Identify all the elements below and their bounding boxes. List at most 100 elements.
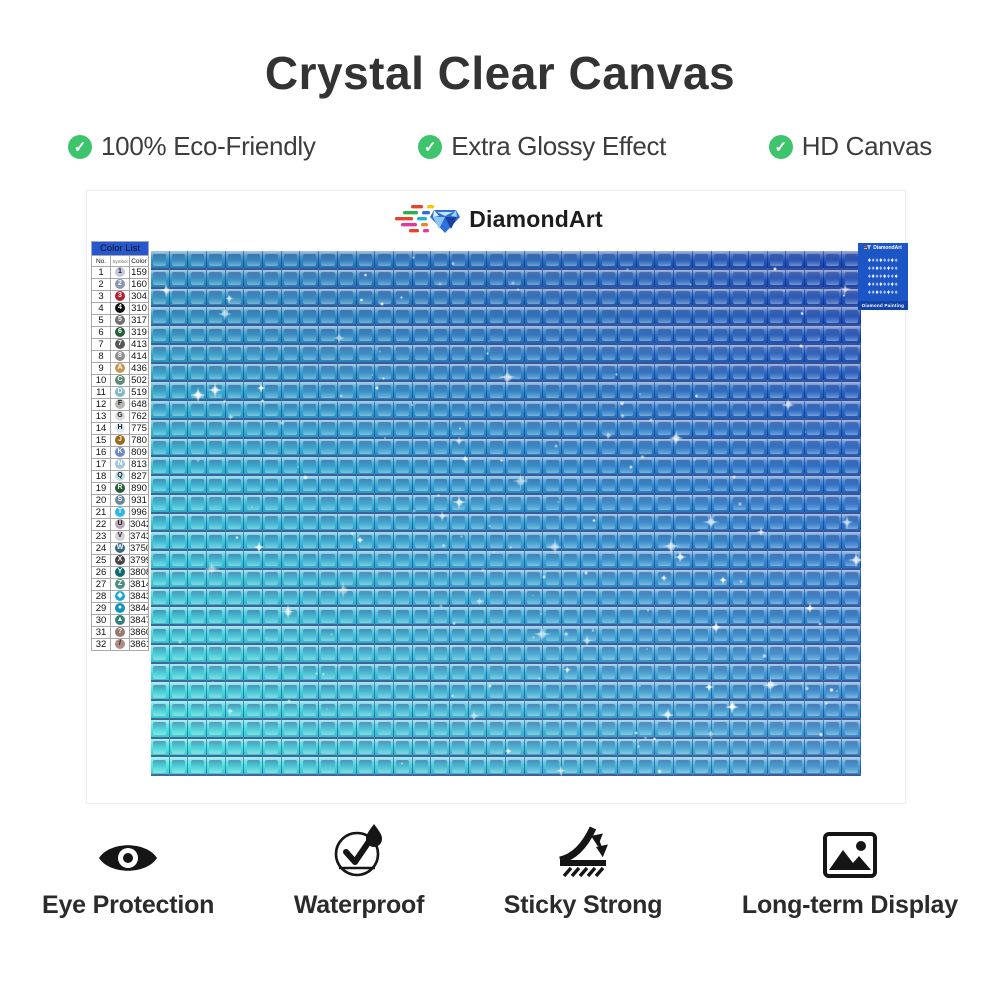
diamond-tile [692, 569, 712, 589]
diamond-tile [412, 344, 432, 364]
diamond-tile [207, 419, 226, 439]
row-dmc-code: 304 [129, 290, 149, 303]
diamond-tile [711, 401, 731, 420]
diamond-tile [543, 344, 563, 364]
diamond-tile [431, 626, 450, 645]
diamond-tile [393, 344, 413, 364]
diamond-tile [767, 457, 787, 476]
diamond-tile [188, 251, 208, 270]
diamond-tile [505, 569, 525, 589]
sparkle [781, 398, 795, 412]
diamond-tile [207, 344, 226, 364]
sparkle [508, 546, 512, 550]
diamond-tile [599, 663, 619, 683]
color-list-row: 27Z3814 [91, 578, 149, 591]
diamond-tile [636, 457, 656, 476]
row-no: 14 [91, 422, 111, 435]
diamond-tile [842, 344, 861, 364]
sparkle [553, 443, 558, 449]
color-list-row: 2 2 160 [91, 278, 149, 291]
diamond-tile [375, 663, 394, 683]
diamond-tile [562, 607, 581, 626]
row-dmc-code: 436 [129, 362, 149, 375]
diamond-tile [188, 551, 208, 570]
diamond-tile [151, 757, 170, 776]
diamond-tile [748, 494, 768, 514]
diamond-tile [263, 382, 282, 401]
diamond-tile [842, 438, 861, 458]
diamond-tile [225, 382, 245, 401]
diamond-tile [356, 344, 376, 364]
diamond-tile [319, 663, 338, 683]
diamond-tile [599, 438, 619, 458]
diamond-tile [431, 551, 450, 570]
row-symbol: K [110, 446, 130, 459]
diamond-tile [412, 494, 432, 514]
sparkle [452, 621, 456, 626]
diamond-tile [618, 438, 637, 458]
diamond-tile [842, 701, 861, 720]
diamond-tile [188, 269, 208, 289]
diamond-tile [730, 382, 749, 401]
bottom-feature-row: Eye Protection Waterproof [42, 824, 958, 920]
diamond-tile [487, 701, 506, 720]
row-dmc-code: 931 [129, 494, 149, 507]
diamond-tile [823, 251, 843, 270]
diamond-tile [674, 307, 693, 326]
diamond-tile [449, 307, 469, 326]
diamond-tile [412, 588, 432, 608]
diamond-tile [393, 701, 413, 720]
diamond-tile [599, 719, 619, 739]
diamond-tile [823, 588, 843, 608]
sparkle [227, 413, 234, 420]
diamond-tile [786, 344, 805, 364]
diamond-tile [599, 738, 619, 758]
diamond-tile [281, 326, 301, 345]
diamond-tile [225, 494, 245, 514]
sparkle [475, 596, 485, 606]
diamond-tile [263, 588, 282, 608]
diamond-tile [524, 513, 544, 533]
diamond-tile [655, 401, 675, 420]
diamond-tile [263, 401, 282, 420]
diamond-tile [449, 719, 469, 739]
sparkle [363, 273, 368, 278]
sparkle [438, 281, 443, 286]
diamond-tile [207, 626, 226, 645]
diamond-tile [281, 757, 301, 776]
diamond-tile [505, 532, 525, 551]
diamond-tile [748, 382, 768, 401]
sparkle [469, 710, 481, 722]
diamond-tile [281, 663, 301, 683]
diamond-tile [244, 551, 264, 570]
color-list-row: 3 3 304 [91, 290, 149, 303]
diamond-tile [487, 626, 506, 645]
diamond-tile [431, 307, 450, 326]
diamond-tile [580, 701, 600, 720]
diamond-tile [580, 494, 600, 514]
diamond-tile [804, 401, 824, 420]
diamond-tile [786, 494, 805, 514]
diamond-tile [207, 476, 226, 495]
row-no: 25 [91, 554, 111, 567]
diamond-tile [543, 494, 563, 514]
row-dmc-code: 414 [129, 350, 149, 363]
diamond-tile [431, 438, 450, 458]
diamond-tile [674, 382, 693, 401]
row-symbol: ◆ [110, 590, 130, 603]
diamond-tile [562, 738, 581, 758]
diamond-tile [375, 476, 394, 495]
diamond-tile [730, 588, 749, 608]
diamond-tile [300, 438, 320, 458]
diamond-tile [786, 288, 805, 308]
diamond-tile [711, 457, 731, 476]
diamond-tile [842, 401, 861, 420]
diamond-tile [487, 663, 506, 683]
diamond-tile [319, 569, 338, 589]
sparkle [287, 699, 292, 704]
diamond-tile [319, 363, 338, 383]
sparkle [486, 352, 489, 355]
sparkle [546, 309, 549, 311]
diamond-tile [692, 438, 712, 458]
